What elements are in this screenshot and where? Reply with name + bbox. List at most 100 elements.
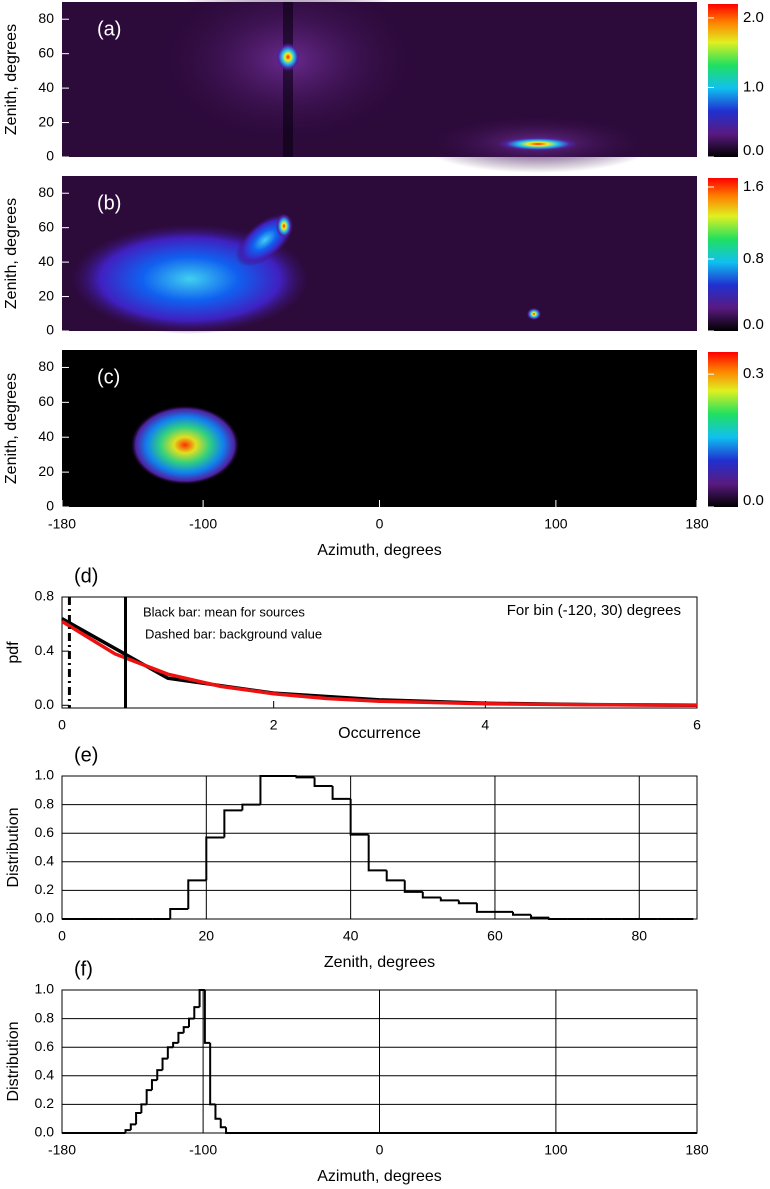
histogram-step xyxy=(331,786,351,800)
colorbar-tick-label: 1.0 xyxy=(743,78,764,95)
colorbar xyxy=(708,178,738,331)
x-tick-label: 100 xyxy=(544,516,568,532)
colorbar-tick-label: 0.8 xyxy=(743,250,764,267)
histogram-step xyxy=(439,897,459,902)
histogram-step xyxy=(214,1104,221,1120)
y-tick-label: 80 xyxy=(38,358,54,374)
y-tick-label: 0.8 xyxy=(35,588,55,604)
y-tick-label: 60 xyxy=(38,393,54,409)
y-axis-label: Distribution xyxy=(5,1021,22,1101)
x-tick-label: 40 xyxy=(343,928,359,944)
x-tick-label: 20 xyxy=(199,928,215,944)
y-axis-label: pdf xyxy=(5,641,22,664)
colorbar-tick-label: 0.3 xyxy=(743,365,764,382)
histogram-step xyxy=(124,1129,131,1133)
x-axis-label: Occurrence xyxy=(338,725,421,742)
y-axis-label: Zenith, degrees xyxy=(3,373,20,484)
x-tick-label: -100 xyxy=(189,516,217,532)
x-tick-label: 0 xyxy=(58,717,66,733)
y-tick-label: 0.4 xyxy=(35,853,55,869)
x-tick-label: -180 xyxy=(48,1142,76,1158)
histogram-step xyxy=(548,917,568,920)
x-tick-label: -180 xyxy=(48,516,76,532)
histogram-step xyxy=(198,989,205,1008)
x-tick-label: 6 xyxy=(693,717,701,733)
y-axis-label: Distribution xyxy=(5,807,22,887)
histogram-step xyxy=(203,990,211,1044)
y-tick-label: 1.0 xyxy=(35,767,55,783)
histogram-step xyxy=(193,1006,200,1019)
x-tick-label: 100 xyxy=(544,1142,568,1158)
annotation: For bin (-120, 30) degrees xyxy=(507,602,681,619)
plot-frame xyxy=(61,775,698,920)
panel-label: (d) xyxy=(74,565,98,587)
colorbar-tick-label: 1.6 xyxy=(743,178,764,195)
histogram-step xyxy=(187,879,207,909)
histogram-step xyxy=(205,836,225,881)
histogram-step xyxy=(511,911,532,916)
x-tick-label: 0 xyxy=(376,1142,384,1158)
y-tick-label: 0.6 xyxy=(35,824,55,840)
annotation: Dashed bar: background value xyxy=(145,626,322,641)
histogram-step xyxy=(209,1042,216,1106)
line xyxy=(61,619,698,707)
histogram-step xyxy=(166,1046,174,1059)
histogram-step xyxy=(367,834,387,872)
heatmap-image xyxy=(62,0,697,507)
colorbar-tick-label: 2.0 xyxy=(743,9,764,26)
y-tick-label: 0 xyxy=(46,322,54,338)
histogram-step xyxy=(177,1031,184,1043)
y-tick-label: 0.0 xyxy=(35,1124,55,1140)
histogram-step xyxy=(169,907,189,919)
histogram-step xyxy=(156,1069,163,1081)
x-tick-label: 180 xyxy=(685,516,709,532)
y-tick-label: 0.4 xyxy=(35,642,55,658)
y-tick-label: 0.0 xyxy=(35,910,55,926)
histogram-step xyxy=(161,1057,168,1071)
histogram-step xyxy=(182,1026,189,1033)
y-tick-label: 0.8 xyxy=(35,1009,55,1025)
y-tick-label: 80 xyxy=(38,184,54,200)
histogram-step xyxy=(349,798,369,836)
histogram-step xyxy=(385,870,405,882)
colorbar xyxy=(708,4,738,157)
x-tick-label: 2 xyxy=(270,717,278,733)
y-tick-label: 20 xyxy=(38,113,54,129)
histogram-step xyxy=(295,776,315,779)
y-tick-label: 0 xyxy=(46,498,54,514)
y-tick-label: 0.6 xyxy=(35,1038,55,1054)
y-tick-label: 0 xyxy=(46,148,54,164)
y-tick-label: 40 xyxy=(38,253,54,269)
y-tick-label: 60 xyxy=(38,44,54,60)
panel-label: (b) xyxy=(97,192,121,214)
histogram-step xyxy=(421,891,441,899)
histogram-step xyxy=(259,775,279,805)
colorbar xyxy=(708,352,738,507)
y-tick-label: 0.2 xyxy=(35,1095,55,1111)
panel-label: (c) xyxy=(97,366,120,388)
panel-label: (a) xyxy=(97,18,121,40)
histogram-step xyxy=(530,914,550,919)
x-tick-label: 180 xyxy=(685,1142,709,1158)
y-tick-label: 20 xyxy=(38,287,54,303)
histogram-step xyxy=(241,803,261,811)
y-tick-label: 40 xyxy=(38,79,54,95)
y-tick-label: 80 xyxy=(38,10,54,26)
histogram-step xyxy=(172,1041,179,1048)
histogram-step xyxy=(150,1079,158,1091)
histogram-step xyxy=(145,1089,152,1105)
y-tick-label: 40 xyxy=(38,428,54,444)
colorbar-tick-label: 0.0 xyxy=(743,316,764,333)
histogram-step xyxy=(457,900,477,905)
colorbar-tick-label: 0.0 xyxy=(743,492,764,509)
y-axis-label: Zenith, degrees xyxy=(3,198,20,309)
x-tick-label: -100 xyxy=(189,1142,217,1158)
histogram-step xyxy=(140,1103,147,1113)
y-tick-label: 60 xyxy=(38,218,54,234)
histogram-step xyxy=(188,1017,195,1028)
histogram-step xyxy=(475,903,495,913)
histogram-step xyxy=(225,1127,697,1134)
x-axis-label: Azimuth, degrees xyxy=(317,542,442,559)
x-tick-label: 80 xyxy=(631,928,647,944)
y-tick-label: 0.2 xyxy=(35,881,55,897)
